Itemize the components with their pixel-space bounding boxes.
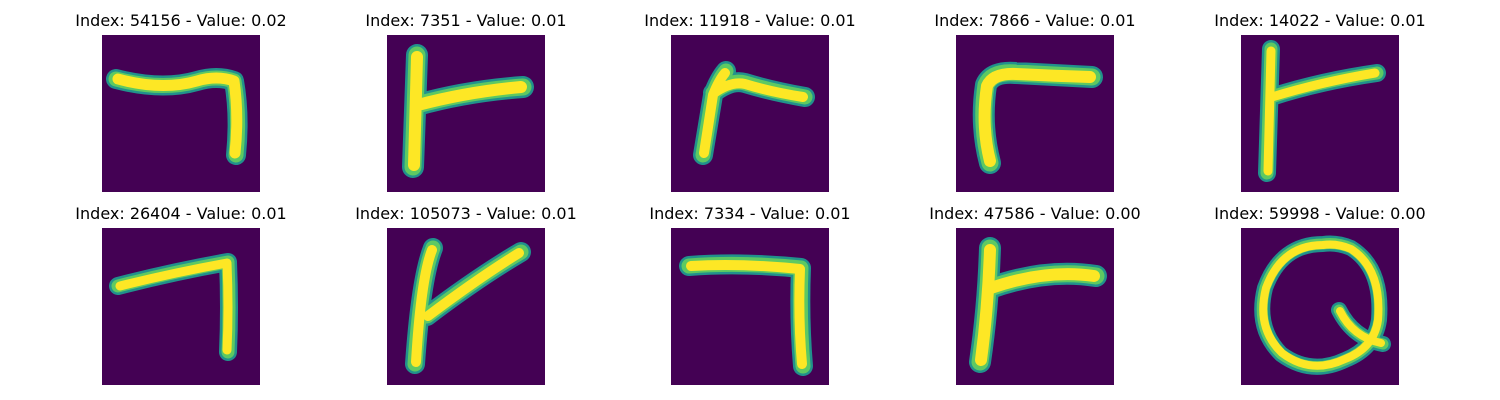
tee-sample-image [956,228,1114,385]
panel-title: Index: 47586 - Value: 0.00 [885,205,1185,223]
panel-title: Index: 7866 - Value: 0.01 [885,12,1185,30]
panel-title: Index: 54156 - Value: 0.02 [31,12,331,30]
panel-title: Index: 59998 - Value: 0.00 [1170,205,1470,223]
panel-title: Index: 7351 - Value: 0.01 [316,12,616,30]
loop-sample-image [1241,228,1399,385]
digit-seven-sample-image [102,35,260,192]
panel-title: Index: 7334 - Value: 0.01 [600,205,900,223]
tee-sample-image [387,228,545,385]
digit-seven-sample-image [102,228,260,385]
panel-title: Index: 105073 - Value: 0.01 [316,205,616,223]
panel-title: Index: 26404 - Value: 0.01 [31,205,331,223]
gamma-sample-image [956,35,1114,192]
panel-title: Index: 11918 - Value: 0.01 [600,12,900,30]
bent-stroke-sample-image [671,35,829,192]
panel-title: Index: 14022 - Value: 0.01 [1170,12,1470,30]
tee-sample-image [387,35,545,192]
tee-sample-image [1241,35,1399,192]
digit-seven-sample-image [671,228,829,385]
